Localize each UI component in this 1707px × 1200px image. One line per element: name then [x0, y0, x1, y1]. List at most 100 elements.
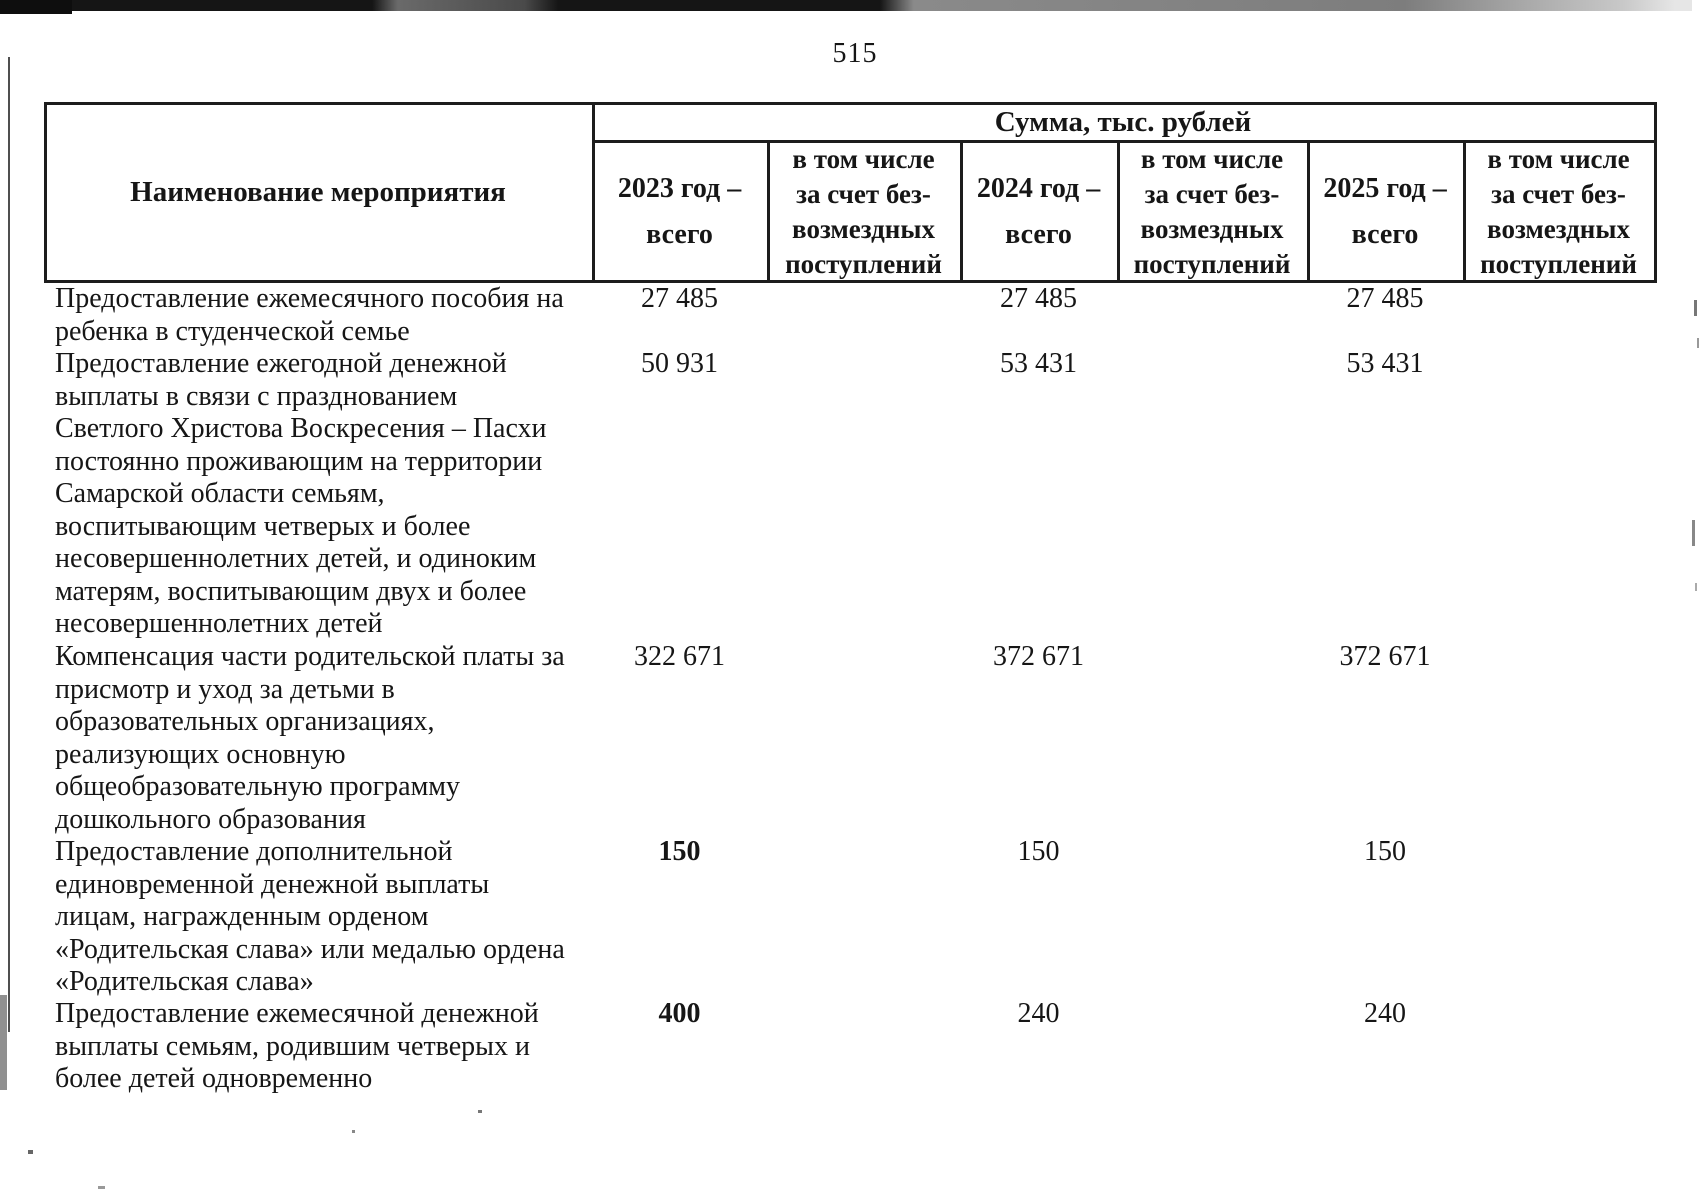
cell-value: 150: [658, 836, 701, 867]
scan-speckle: [478, 1110, 482, 1113]
row-name-line: матерям, воспитывающим двух и более: [55, 575, 527, 607]
cell-value: 53 431: [1346, 348, 1424, 379]
row-name: Компенсация части родительской платы за п…: [55, 641, 580, 836]
row-name-line: выплаты семьям, родившим четверых и: [55, 1030, 530, 1062]
table-row: Предоставление ежегодной денежной выплаты…: [0, 348, 1707, 641]
row-name-line: Компенсация части родительской платы за: [55, 641, 565, 672]
row-name: Предоставление дополнительной единовремен…: [55, 836, 580, 999]
column-header-sum-group: Сумма, тыс. рублей: [592, 102, 1654, 142]
cell-value: 27 485: [1000, 283, 1077, 314]
table-divider-1: [767, 140, 770, 283]
row-name-line: присмотр и уход за детьми в: [55, 673, 395, 705]
scan-speckle: [98, 1186, 105, 1189]
cell-value: 400: [658, 998, 701, 1029]
year-2023-total-label: всего: [646, 219, 713, 250]
row-name-line: образовательных организациях,: [55, 706, 435, 737]
incl-line: за счет без-: [1491, 179, 1626, 209]
table-row: Предоставление дополнительной единовремен…: [0, 836, 1707, 999]
table-divider-5: [1463, 140, 1466, 283]
row-name-line: Предоставление ежегодной денежной: [55, 348, 507, 379]
row-name-line: реализующих основную: [55, 738, 346, 770]
column-header-2023-incl: в том числе за счет без- возмездных пост…: [767, 142, 960, 282]
table-row: Компенсация части родительской платы за п…: [0, 641, 1707, 836]
cell-value: 27 485: [1346, 283, 1424, 314]
cell-value: 150: [1364, 836, 1406, 867]
row-name-line: лицам, награжденным орденом: [55, 901, 429, 932]
row-name-line: общеобразовательную программу: [55, 771, 461, 802]
table-row: Предоставление ежемесячной денежной выпла…: [0, 998, 1707, 1096]
table-divider-2: [960, 140, 963, 283]
cell-value: 240: [1364, 998, 1406, 1029]
table-border-under-sum: [592, 140, 1657, 143]
row-name-line: воспитывающим четверых и более: [55, 510, 471, 542]
row-name-line: Светлого Христова Воскресения – Пасхи: [55, 413, 547, 444]
column-header-2024-total: 2024 год – всего: [960, 142, 1117, 282]
row-name-line: «Родительская слава»: [55, 966, 314, 997]
cell-value: 50 931: [641, 348, 718, 379]
row-name-line: постоянно проживающим на территории: [55, 445, 543, 477]
sum-group-label: Сумма, тыс. рублей: [994, 105, 1252, 138]
row-name-line: выплаты в связи с празднованием: [55, 380, 458, 412]
row-name-line: ребенка в студенческой семье: [55, 315, 410, 347]
scan-speckle: [1694, 300, 1697, 316]
incl-line: поступлений: [1133, 249, 1291, 279]
cell-value: 372 671: [1339, 641, 1431, 672]
incl-line: поступлений: [785, 249, 942, 279]
cell-value: 372 671: [993, 641, 1084, 672]
table-divider-name: [592, 102, 595, 283]
incl-line: возмездных: [792, 214, 935, 244]
row-name-line: Предоставление дополнительной: [55, 836, 453, 867]
cell-value: 150: [1017, 836, 1060, 867]
row-name-line: Самарской области семьям,: [55, 478, 385, 509]
page-number: 515: [832, 38, 878, 69]
row-name-line: несовершеннолетних детей, и одиноким: [55, 543, 537, 574]
row-name-line: Предоставление ежемесячного пособия на: [55, 283, 564, 314]
scan-speckle: [28, 1150, 33, 1154]
incl-line: за счет без-: [796, 179, 931, 209]
cell-value: 27 485: [641, 283, 718, 314]
table-divider-4: [1307, 140, 1310, 283]
incl-line: возмездных: [1140, 214, 1284, 244]
row-name-line: единовременной денежной выплаты: [55, 868, 490, 900]
row-name-line: «Родительская слава» или медалью ордена: [55, 933, 565, 965]
incl-line: в том числе: [1140, 144, 1284, 174]
scan-speckle: [1697, 338, 1699, 348]
row-name: Предоставление ежемесячного пособия на ре…: [55, 283, 580, 348]
year-2023-label: 2023 год –: [617, 173, 742, 204]
row-name: Предоставление ежемесячной денежной выпла…: [55, 998, 580, 1096]
row-name: Предоставление ежегодной денежной выплаты…: [55, 348, 580, 641]
scan-speckle: [352, 1130, 355, 1133]
table-divider-3: [1117, 140, 1120, 283]
year-2024-total-label: всего: [1005, 219, 1072, 250]
cell-value: 53 431: [1000, 348, 1077, 379]
year-2025-total-label: всего: [1351, 219, 1419, 250]
row-name-line: Предоставление ежемесячной денежной: [55, 998, 539, 1029]
cell-value: 322 671: [634, 641, 725, 672]
incl-line: в том числе: [1487, 144, 1630, 174]
column-header-2023-total: 2023 год – всего: [592, 142, 767, 282]
incl-line: в том числе: [792, 144, 935, 174]
year-2024-label: 2024 год –: [976, 173, 1101, 204]
column-header-2025-incl: в том числе за счет без- возмездных пост…: [1463, 142, 1654, 282]
row-name-line: более детей одновременно: [55, 1063, 373, 1094]
table-border-header-bottom: [44, 280, 1657, 283]
year-2025-label: 2025 год –: [1323, 173, 1447, 204]
incl-line: возмездных: [1487, 214, 1630, 244]
table-border-left: [44, 102, 47, 283]
row-name-line: несовершеннолетних детей: [55, 608, 383, 639]
column-header-name-label: Наименование мероприятия: [130, 175, 506, 208]
scan-speckle: [1695, 583, 1697, 591]
column-header-2024-incl: в том числе за счет без- возмездных пост…: [1117, 142, 1307, 282]
scan-artifact-top-bar: [0, 0, 1692, 11]
scan-artifact-top-left-corner: [0, 0, 72, 14]
scan-artifact-left-edge-line: [8, 57, 10, 1032]
table-border-right: [1654, 102, 1657, 283]
table-row: Предоставление ежемесячного пособия на ре…: [0, 283, 1707, 348]
incl-line: за счет без-: [1144, 179, 1280, 209]
cell-value: 240: [1017, 998, 1060, 1029]
scan-artifact-left-gray-bar: [0, 995, 7, 1090]
row-name-line: дошкольного образования: [55, 803, 366, 835]
scan-speckle: [1692, 520, 1695, 546]
column-header-name: Наименование мероприятия: [44, 102, 592, 282]
